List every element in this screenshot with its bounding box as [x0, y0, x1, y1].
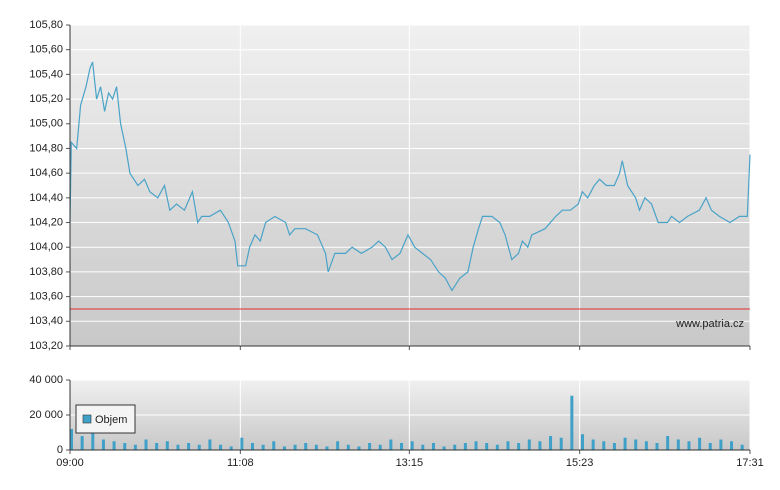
y-tick-label: 104,00	[29, 241, 63, 253]
y-tick-label: 105,40	[29, 68, 63, 80]
volume-bar	[208, 439, 212, 450]
volume-bar	[197, 444, 201, 450]
y-tick-label: 103,20	[29, 340, 63, 352]
volume-bar	[176, 444, 180, 450]
volume-bar	[410, 441, 414, 450]
volume-bar	[240, 437, 244, 450]
volume-bar	[644, 441, 648, 450]
volume-bar	[336, 441, 340, 450]
volume-bar	[570, 395, 574, 450]
volume-bar	[229, 446, 233, 450]
volume-bar	[612, 443, 616, 450]
volume-bar	[591, 439, 595, 450]
volume-bar	[304, 443, 308, 450]
price-plot-area	[70, 25, 750, 346]
volume-bar	[517, 443, 521, 450]
volume-bar	[219, 444, 223, 450]
x-tick-label: 11:08	[227, 457, 254, 469]
volume-bar	[453, 444, 457, 450]
x-tick-label: 13:15	[396, 457, 424, 469]
volume-bar	[634, 439, 638, 450]
volume-bar	[506, 441, 510, 450]
volume-bar	[346, 444, 350, 450]
volume-bar	[485, 443, 489, 450]
volume-bar	[421, 444, 425, 450]
x-tick-label: 17:31	[736, 457, 764, 469]
y-tick-label: 104,20	[29, 216, 63, 228]
volume-bar	[261, 444, 265, 450]
volume-bar	[400, 443, 404, 450]
volume-bar	[698, 437, 702, 450]
y-tick-label: 105,00	[29, 118, 63, 130]
y-tick-label: 0	[57, 444, 63, 456]
volume-bar	[389, 439, 393, 450]
volume-bar	[80, 436, 84, 450]
volume-bar	[474, 441, 478, 450]
y-tick-label: 103,80	[29, 266, 63, 278]
price-line	[69, 61, 751, 292]
volume-bar	[463, 443, 467, 450]
volume-bar	[101, 439, 105, 450]
volume-bar	[250, 443, 254, 450]
volume-bar	[112, 441, 116, 450]
y-tick-label: 104,40	[29, 192, 63, 204]
volume-bar	[655, 443, 659, 450]
volume-bar	[357, 446, 361, 450]
volume-bar	[740, 444, 744, 450]
volume-bar	[559, 437, 563, 450]
volume-bar	[495, 444, 499, 450]
y-tick-label: 105,60	[29, 44, 63, 56]
volume-bar	[314, 444, 318, 450]
volume-bar	[187, 443, 191, 450]
volume-bar	[293, 444, 297, 450]
volume-bar	[144, 439, 148, 450]
y-tick-label: 104,60	[29, 167, 63, 179]
volume-bar	[602, 441, 606, 450]
volume-bar	[165, 441, 169, 450]
volume-bar	[325, 446, 329, 450]
x-tick-label: 09:00	[56, 457, 84, 469]
volume-bar	[91, 432, 95, 450]
x-tick-label: 15:23	[566, 457, 594, 469]
y-tick-label: 104,80	[29, 142, 63, 154]
volume-bar	[282, 446, 286, 450]
volume-bar	[272, 441, 276, 450]
legend-label: Objem	[95, 414, 127, 426]
volume-bar	[623, 437, 627, 450]
volume-bar	[708, 443, 712, 450]
volume-bar	[687, 441, 691, 450]
volume-bar	[155, 443, 159, 450]
y-tick-label: 20 000	[29, 409, 63, 421]
volume-bar	[538, 441, 542, 450]
watermark: www.patria.cz	[675, 318, 744, 330]
volume-bar	[378, 444, 382, 450]
volume-bar	[580, 434, 584, 450]
volume-bar	[549, 436, 553, 450]
y-tick-label: 105,20	[29, 93, 63, 105]
volume-bar	[676, 439, 680, 450]
volume-bar	[730, 441, 734, 450]
y-tick-label: 103,40	[29, 315, 63, 327]
volume-bar	[70, 429, 73, 450]
volume-bar	[431, 443, 435, 450]
volume-bar	[719, 439, 723, 450]
volume-bar	[368, 443, 372, 450]
y-tick-label: 105,80	[29, 19, 63, 31]
volume-bar	[123, 443, 127, 450]
volume-bar	[133, 444, 137, 450]
volume-bar	[527, 439, 531, 450]
volume-bar	[442, 446, 446, 450]
legend-swatch	[82, 414, 92, 424]
y-tick-label: 40 000	[29, 374, 63, 386]
y-tick-label: 103,60	[29, 291, 63, 303]
volume-bar	[666, 436, 670, 450]
